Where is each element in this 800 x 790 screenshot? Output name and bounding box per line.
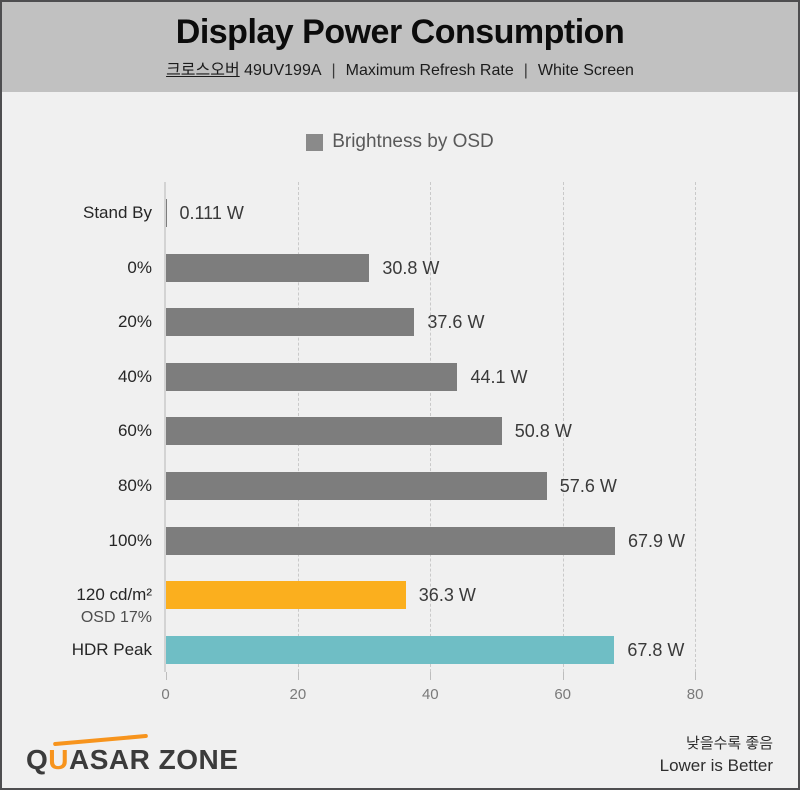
category-label: 40% <box>117 366 152 386</box>
value-label: 67.8 W <box>627 639 685 660</box>
legend-swatch-icon <box>306 133 324 151</box>
category-label: Stand By <box>83 203 152 222</box>
note-english: Lower is Better <box>659 756 773 775</box>
model-brand-link[interactable]: 크로스오버 <box>166 62 240 79</box>
bar <box>165 362 458 391</box>
value-label: 57.6 W <box>559 476 617 496</box>
lower-is-better-note: 낮을수록 좋음 Lower is Better <box>660 733 773 777</box>
logo-text-u: U <box>48 744 70 775</box>
category-label: 80% <box>117 476 152 495</box>
x-tick-label: 20 <box>289 686 307 703</box>
bar <box>165 417 502 446</box>
x-tick-label: 0 <box>161 686 170 703</box>
bar <box>165 199 167 227</box>
bar <box>165 472 547 500</box>
test-condition-refresh-rate: Maximum Refresh Rate <box>345 62 514 79</box>
legend-label: Brightness by OSD <box>332 131 494 152</box>
category-label: 0% <box>127 257 152 277</box>
x-axis-tick <box>695 672 697 680</box>
category-label: 20% <box>117 312 152 332</box>
y-axis-line <box>164 182 166 672</box>
x-axis-tick <box>165 672 167 680</box>
x-tick-label: 40 <box>421 686 439 703</box>
bar <box>165 635 615 664</box>
category-label: 120 cd/m² <box>76 585 152 605</box>
logo-text-rest: ASAR ZONE <box>69 744 239 775</box>
value-label: 36.3 W <box>418 585 476 606</box>
value-label: 50.8 W <box>514 421 572 442</box>
subtitle: 크로스오버 49UV199A | Maximum Refresh Rate | Whit… <box>2 56 798 80</box>
header: Display Power Consumption 크로스오버 49UV199A… <box>2 2 798 92</box>
separator: | <box>331 62 336 79</box>
bar <box>165 253 370 282</box>
category-sub-label: OSD 17% <box>80 609 152 627</box>
quasarzone-logo: QUASAR ZONE <box>26 733 239 776</box>
value-label: 67.9 W <box>627 530 686 551</box>
bar <box>165 308 415 337</box>
gridline <box>562 182 564 672</box>
separator: | <box>523 62 528 79</box>
value-label: 0.111 W <box>179 203 244 223</box>
category-label: 100% <box>108 530 152 550</box>
legend: Brightness by OSD <box>2 131 798 153</box>
note-korean: 낮을수록 좋음 <box>686 735 773 752</box>
x-tick-label: 60 <box>554 686 572 703</box>
category-label: 60% <box>117 421 152 441</box>
x-tick-label: 80 <box>686 686 704 703</box>
test-condition-screen: White Screen <box>537 62 634 79</box>
value-label: 30.8 W <box>382 257 440 278</box>
x-axis-tick <box>297 672 299 680</box>
model-number: 49UV199A <box>239 62 322 79</box>
logo-text-q: Q <box>26 744 49 775</box>
x-axis-tick <box>430 672 432 680</box>
bar <box>165 581 406 610</box>
value-label: 37.6 W <box>427 312 485 333</box>
bar <box>165 526 615 555</box>
x-axis-tick <box>562 672 564 680</box>
value-label: 44.1 W <box>470 366 528 387</box>
category-label: HDR Peak <box>71 639 152 659</box>
page-title: Display Power Consumption <box>175 13 625 51</box>
gridline <box>695 182 697 672</box>
